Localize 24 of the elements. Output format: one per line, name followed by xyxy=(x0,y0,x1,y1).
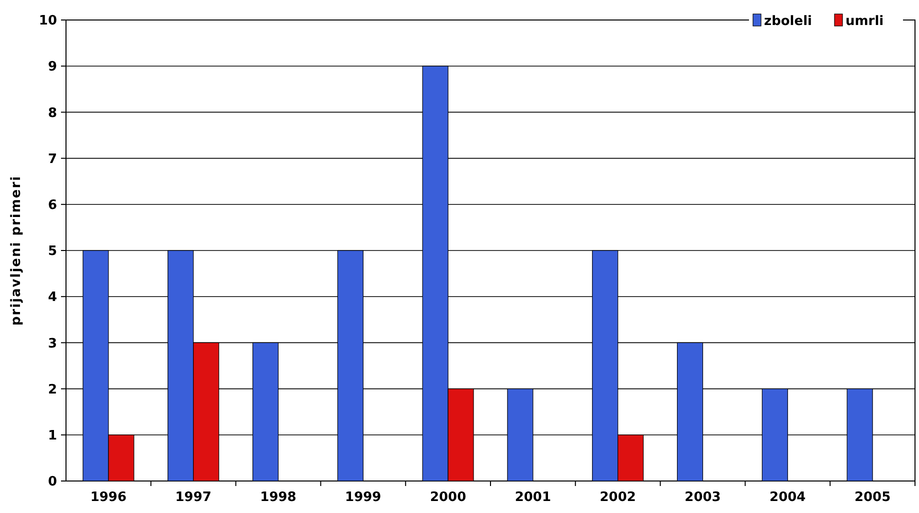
x-tick-label: 2003 xyxy=(684,490,721,505)
y-tick-label: 10 xyxy=(38,14,57,29)
y-axis-title: prijavljeni primeri xyxy=(9,175,24,326)
x-tick-label: 1998 xyxy=(260,490,296,505)
y-tick-label: 6 xyxy=(48,198,57,213)
y-tick-label: 8 xyxy=(48,106,57,121)
y-tick-label: 9 xyxy=(48,60,57,75)
y-tick-label: 1 xyxy=(48,428,57,444)
y-tick-label: 3 xyxy=(48,336,57,352)
x-tick-label: 2004 xyxy=(770,490,806,505)
x-tick-label: 1999 xyxy=(345,490,382,505)
x-tick-label: 2002 xyxy=(600,490,636,505)
y-tick-label: 0 xyxy=(48,474,57,490)
x-tick-label: 1997 xyxy=(175,490,212,505)
x-tick-label: 2000 xyxy=(430,490,466,505)
y-tick-label: 7 xyxy=(48,152,57,167)
y-tick-label: 2 xyxy=(48,382,57,398)
legend-label: zboleli xyxy=(764,14,812,29)
y-tick-label: 4 xyxy=(48,290,57,306)
x-tick-label: 2005 xyxy=(854,490,891,505)
x-tick-label: 2001 xyxy=(514,490,552,505)
legend-label: umrli xyxy=(846,14,884,29)
y-tick-label: 5 xyxy=(48,244,57,260)
x-tick-label: 1996 xyxy=(90,490,127,505)
